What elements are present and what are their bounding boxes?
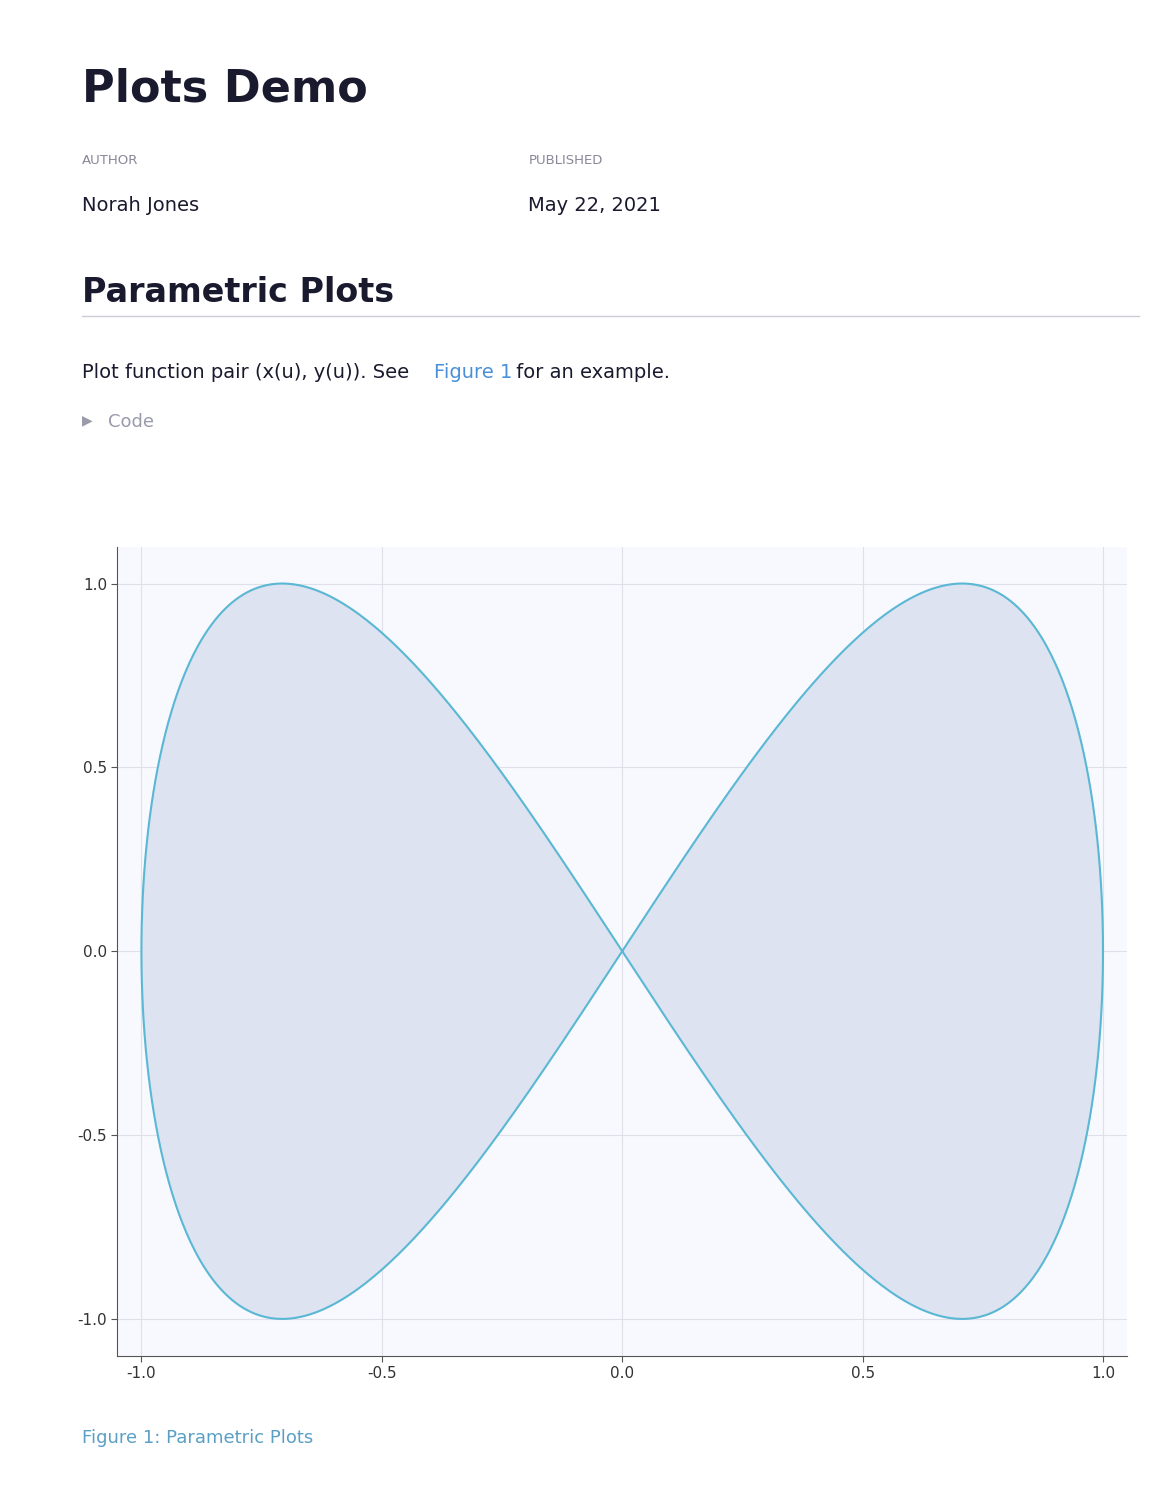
Text: Plots Demo: Plots Demo xyxy=(82,67,367,111)
Text: for an example.: for an example. xyxy=(510,363,670,382)
Text: Figure 1: Parametric Plots: Figure 1: Parametric Plots xyxy=(82,1429,313,1447)
Text: AUTHOR: AUTHOR xyxy=(82,154,139,168)
Text: Plot function pair (x(u), y(u)). See: Plot function pair (x(u), y(u)). See xyxy=(82,363,416,382)
Polygon shape xyxy=(141,584,1104,1318)
Text: Figure 1: Figure 1 xyxy=(434,363,512,382)
Text: ▶: ▶ xyxy=(82,413,93,427)
Text: Norah Jones: Norah Jones xyxy=(82,196,200,216)
Text: Parametric Plots: Parametric Plots xyxy=(82,276,394,309)
Text: May 22, 2021: May 22, 2021 xyxy=(528,196,661,216)
Text: PUBLISHED: PUBLISHED xyxy=(528,154,602,168)
Text: Code: Code xyxy=(108,413,154,431)
